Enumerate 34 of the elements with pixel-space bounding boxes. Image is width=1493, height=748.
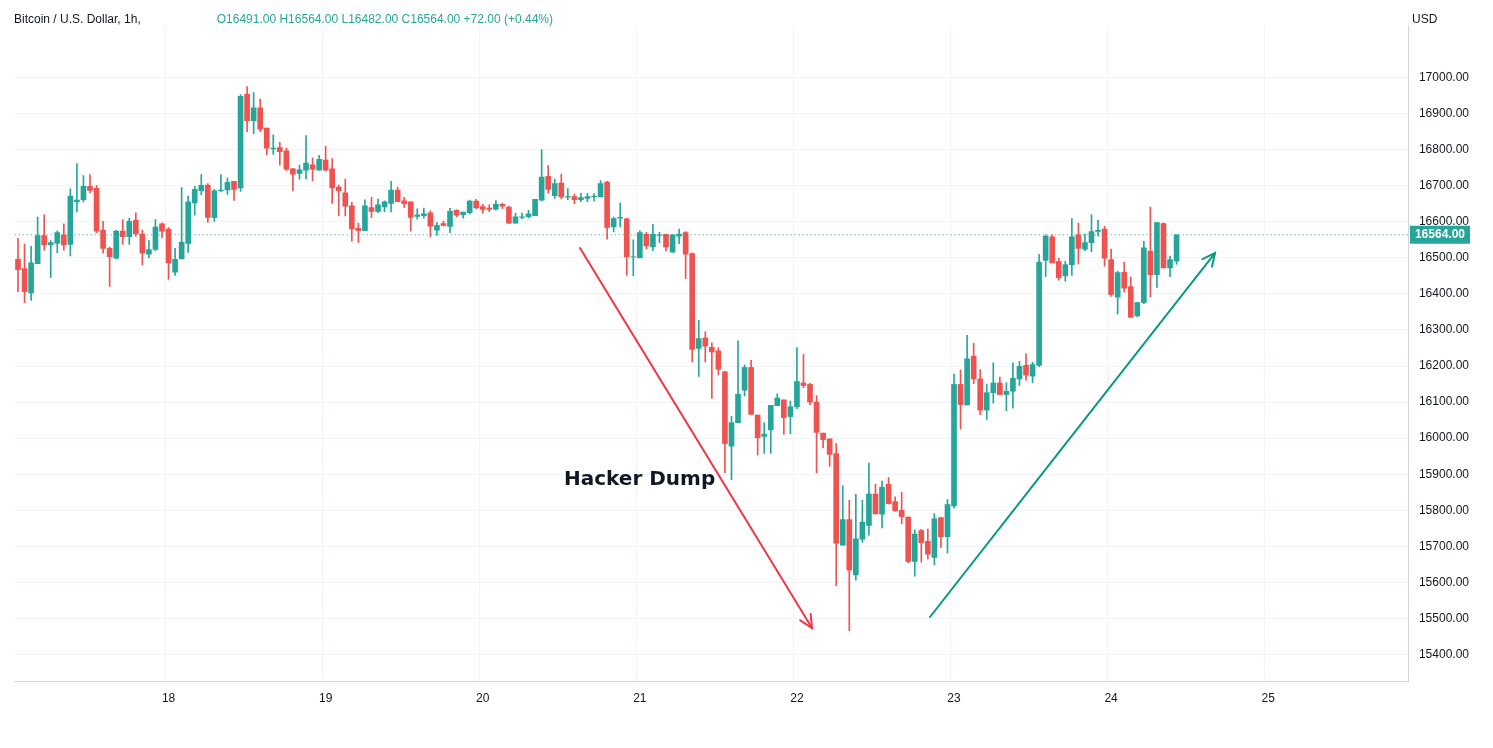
y-tick-label: 16600.00 — [1418, 214, 1470, 229]
x-tick-label: 18 — [161, 691, 176, 706]
y-tick-label: 16100.00 — [1418, 394, 1470, 409]
ref-line-label: 16564.00 — [1414, 227, 1466, 242]
chart-subtitle: O16491.00 H16564.00 L16482.00 C16564.00 +72.00 (+0.44%) — [216, 12, 554, 26]
y-tick-label: 16900.00 — [1418, 105, 1470, 120]
candlestick — [565, 188, 571, 201]
candlestick — [695, 319, 702, 377]
y-tick-label: 16000.00 — [1418, 430, 1470, 445]
y-tick-label: 15700.00 — [1418, 538, 1470, 553]
y-tick-label: 15800.00 — [1418, 502, 1470, 517]
x-tick-label: 24 — [1104, 691, 1119, 706]
y-tick-label: 15400.00 — [1418, 646, 1470, 661]
y-tick-label: 16800.00 — [1418, 141, 1470, 156]
y-tick-label: 16400.00 — [1418, 286, 1470, 301]
chart-title: Bitcoin / U.S. Dollar, 1h, — [14, 12, 141, 26]
y-axis-title: USD — [1412, 12, 1438, 26]
y-tick-label: 16500.00 — [1418, 250, 1470, 265]
y-tick-label: 15900.00 — [1418, 466, 1470, 481]
x-tick-label: 23 — [947, 691, 962, 706]
x-tick-label: 22 — [790, 691, 804, 706]
y-tick-label: 16700.00 — [1418, 178, 1470, 193]
candlestick — [761, 422, 768, 454]
x-tick-label: 20 — [476, 691, 490, 706]
y-tick-label: 15600.00 — [1418, 574, 1470, 589]
x-tick-label: 21 — [633, 691, 647, 706]
annotation: Hacker Dump — [564, 466, 716, 490]
y-tick-label: 16200.00 — [1418, 358, 1470, 373]
candlestick — [119, 219, 126, 245]
y-tick-label: 15500.00 — [1418, 610, 1470, 625]
y-tick-label: 17000.00 — [1418, 69, 1470, 84]
x-tick-label: 25 — [1261, 691, 1276, 706]
y-tick-label: 16300.00 — [1418, 322, 1470, 337]
x-tick-label: 19 — [318, 691, 333, 706]
